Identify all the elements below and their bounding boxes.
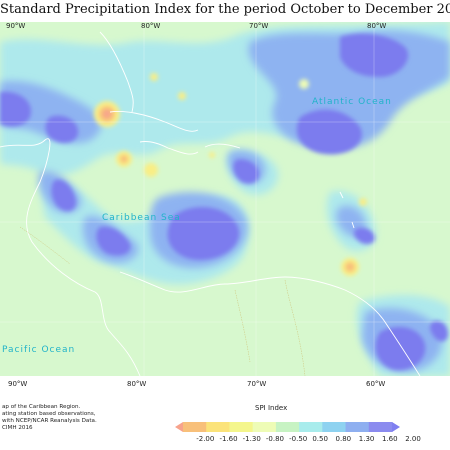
legend-tick-label: 2.00 bbox=[405, 435, 421, 443]
legend-swatch bbox=[322, 422, 347, 432]
spi-field-wet-strong bbox=[0, 33, 448, 371]
legend-swatch bbox=[252, 422, 277, 432]
legend-tick-label: -2.00 bbox=[196, 435, 215, 443]
credit-line-3: with NCEP/NCAR Reanalysis Data. bbox=[2, 418, 97, 424]
pacific-ocean-label: Pacific Ocean bbox=[2, 345, 75, 355]
credit-line-1: ap of the Caribbean Region. bbox=[2, 404, 81, 410]
lon-label-bottom-3: 70°W bbox=[247, 380, 267, 388]
lon-label-bottom-4: 60°W bbox=[366, 380, 386, 388]
legend-cap-low bbox=[175, 422, 183, 432]
legend-cap-high bbox=[392, 422, 400, 432]
graticule bbox=[0, 22, 450, 376]
legend-tick-label: -0.80 bbox=[265, 435, 284, 443]
caribbean-sea-label: Caribbean Sea bbox=[102, 213, 181, 223]
lon-label-top-1: 90°W bbox=[6, 22, 26, 30]
credit-line-4: CIMH 2016 bbox=[2, 425, 33, 431]
lon-label-bottom-1: 90°W bbox=[8, 380, 28, 388]
legend-tick-label: -1.30 bbox=[242, 435, 261, 443]
legend-title: SPI Index bbox=[255, 404, 288, 412]
legend-swatch bbox=[183, 422, 207, 432]
legend-tick-label: -0.50 bbox=[289, 435, 308, 443]
legend-swatch bbox=[275, 422, 300, 432]
spi-map: Atlantic Ocean Caribbean Sea Pacific Oce… bbox=[0, 22, 450, 376]
lon-label-bottom-2: 80°W bbox=[127, 380, 147, 388]
border-lines bbox=[19, 226, 306, 376]
spi-field-dry bbox=[94, 73, 367, 276]
legend-swatch bbox=[206, 422, 230, 432]
legend-tick-label: 1.30 bbox=[358, 435, 375, 443]
legend-tick-label: -1.60 bbox=[219, 435, 238, 443]
legend-tick-label: 1.60 bbox=[382, 435, 398, 443]
lon-label-top-4: 80°W bbox=[367, 22, 387, 30]
legend-tick-label: 0.80 bbox=[335, 435, 352, 443]
atlantic-ocean-label: Atlantic Ocean bbox=[312, 97, 392, 107]
legend-swatch bbox=[345, 422, 370, 432]
map-title: Standard Precipitation Index for the per… bbox=[0, 2, 450, 17]
lon-label-top-2: 80°W bbox=[141, 22, 161, 30]
legend-colorbar bbox=[175, 422, 400, 432]
credit-line-2: ating station based observations, bbox=[2, 411, 96, 417]
lon-label-top-3: 70°W bbox=[249, 22, 269, 30]
legend-swatch bbox=[229, 422, 254, 432]
legend-swatch bbox=[299, 422, 323, 432]
legend-tick-label: 0.50 bbox=[312, 435, 328, 443]
legend-swatch bbox=[368, 422, 393, 432]
spi-map-canvas: Atlantic Ocean Caribbean Sea Pacific Oce… bbox=[0, 22, 450, 376]
